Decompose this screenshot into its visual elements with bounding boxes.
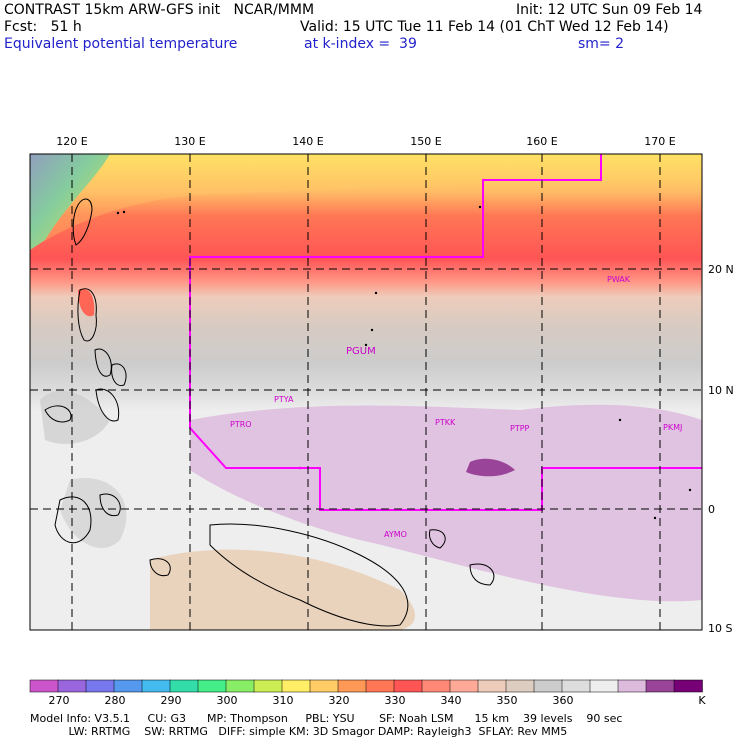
colorbar-label: 360 [552, 694, 574, 707]
colorbar-swatch [253, 679, 283, 693]
colorbar [29, 679, 703, 693]
colorbar-swatch [393, 679, 423, 693]
lon-label-150e: 150 E [410, 135, 441, 148]
colorbar-swatch [113, 679, 143, 693]
colorbar-unit: K [698, 694, 706, 707]
station-ptkk: PTKK [435, 418, 456, 427]
lat-label-10s: 10 S [708, 622, 732, 635]
colorbar-swatch [533, 679, 563, 693]
smoothing-label: sm= 2 [578, 36, 625, 52]
model-info-line2: LW: RRTMG SW: RRTMG DIFF: simple KM: 3D … [30, 725, 568, 738]
colorbar-swatch [85, 679, 115, 693]
colorbar-swatch [645, 679, 675, 693]
colorbar-swatch [141, 679, 171, 693]
colorbar-swatch [281, 679, 311, 693]
colorbar-swatch [449, 679, 479, 693]
colorbar-swatch [421, 679, 451, 693]
colorbar-swatch [477, 679, 507, 693]
init-time: Init: 12 UTC Sun 09 Feb 14 [516, 2, 703, 18]
forecast-hour: Fcst: 51 h [4, 19, 82, 35]
model-info-line1: Model Info: V3.5.1 CU: G3 MP: Thompson P… [30, 712, 623, 725]
lon-label-160e: 160 E [526, 135, 557, 148]
coastlines [44, 198, 495, 627]
theta-e-field [30, 154, 702, 630]
model-title: CONTRAST 15km ARW-GFS init NCAR/MMM [4, 2, 315, 18]
colorbar-swatch [337, 679, 367, 693]
lon-label-140e: 140 E [292, 135, 323, 148]
graticule [30, 154, 702, 630]
colorbar-swatch [169, 679, 199, 693]
colorbar-label: 280 [104, 694, 126, 707]
station-pkmj: PKMJ [663, 423, 682, 432]
colorbar-swatch [617, 679, 647, 693]
station-ptya: PTYA [274, 395, 294, 404]
station-pgum: PGUM [346, 346, 376, 357]
colorbar-label: 320 [328, 694, 350, 707]
colorbar-label: 300 [216, 694, 238, 707]
colorbar-swatch [365, 679, 395, 693]
colorbar-swatch [197, 679, 227, 693]
colorbar-swatch [29, 679, 59, 693]
station-ptpp: PTPP [510, 424, 530, 433]
colorbar-label: 310 [272, 694, 294, 707]
colorbar-swatch [673, 679, 703, 693]
colorbar-swatch [57, 679, 87, 693]
station-aymo: AYMO [384, 530, 407, 539]
colorbar-swatch [561, 679, 591, 693]
flight-information-region-boundary [189, 154, 702, 511]
valid-time: Valid: 15 UTC Tue 11 Feb 14 (01 ChT Wed … [300, 19, 669, 35]
field-name: Equivalent potential temperature [4, 36, 238, 52]
colorbar-swatch [505, 679, 535, 693]
lon-label-130e: 130 E [174, 135, 205, 148]
lon-label-170e: 170 E [644, 135, 675, 148]
colorbar-label: 270 [48, 694, 70, 707]
level-label: at k-index = 39 [304, 36, 417, 52]
lat-label-20n: 20 N [708, 263, 734, 276]
lat-label-0: 0 [708, 503, 715, 516]
station-ptro: PTRO [230, 420, 252, 429]
lat-label-10n: 10 N [708, 384, 734, 397]
station-pwak: PWAK [607, 275, 631, 284]
colorbar-label: 330 [384, 694, 406, 707]
colorbar-label: 340 [440, 694, 462, 707]
colorbar-swatch [589, 679, 619, 693]
lon-label-120e: 120 E [56, 135, 87, 148]
colorbar-swatch [225, 679, 255, 693]
colorbar-label: 350 [496, 694, 518, 707]
colorbar-label: 290 [160, 694, 182, 707]
colorbar-swatch [309, 679, 339, 693]
map-frame [29, 153, 703, 631]
